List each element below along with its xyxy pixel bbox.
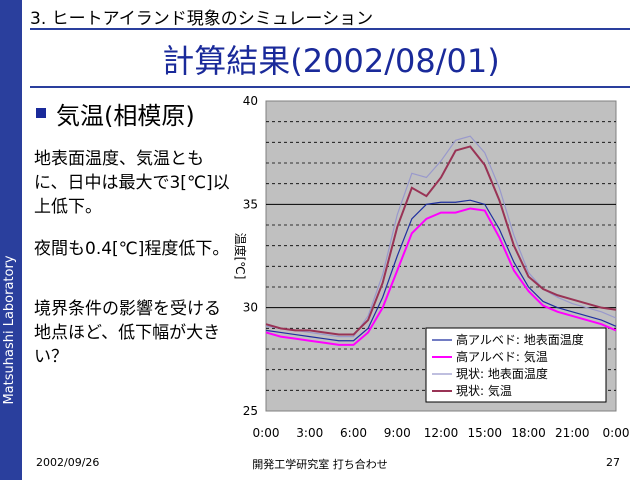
- x-tick-labels: 0:00 3:00 6:00 9:00 12:00 15:00 18:00 21:00 0:00: [253, 426, 630, 440]
- legend-label: 現状: 地表面温度: [456, 366, 548, 381]
- bullet-square-icon: [36, 108, 46, 118]
- legend-label: 高アルベド: 気温: [456, 349, 548, 364]
- legend-label: 現状: 気温: [456, 383, 512, 398]
- x-tick-label: 9:00: [384, 426, 411, 440]
- x-tick-label: 0:00: [603, 426, 630, 440]
- x-tick-label: 0:00: [253, 426, 280, 440]
- y-tick-labels: 25 30 35 40: [243, 94, 258, 418]
- series-line-4: [265, 145, 617, 336]
- legend-box: [425, 327, 607, 403]
- x-tick-label: 21:00: [555, 426, 590, 440]
- x-tick-label: 18:00: [511, 426, 546, 440]
- paragraph-3: 境界条件の影響を受ける地点ほど、低下幅が大きい？: [34, 299, 221, 367]
- y-tick-label: 40: [243, 94, 258, 108]
- x-tick-label: 3:00: [296, 426, 323, 440]
- x-tick-label: 12:00: [424, 426, 459, 440]
- title-divider: [30, 86, 630, 88]
- page-number: 27: [606, 456, 620, 469]
- y-axis-label: 温度[℃]: [233, 233, 248, 280]
- footer-date: 2002/09/26: [36, 456, 100, 469]
- x-tick-label: 6:00: [340, 426, 367, 440]
- header-divider: [30, 28, 630, 30]
- series-line-1: [265, 199, 617, 342]
- paragraph-2: 夜間も0.4[℃]程度低下。: [34, 239, 230, 259]
- series-line-3: [265, 135, 617, 338]
- sidebar: Matsuhashi Laboratory: [0, 0, 22, 480]
- page-title: 計算結果(2002/08/01): [162, 42, 500, 80]
- bullet-title: 気温(相模原): [56, 102, 195, 130]
- y-tick-label: 25: [243, 404, 258, 418]
- y-tick-label: 35: [243, 197, 258, 211]
- series-line-2: [265, 207, 617, 346]
- footer-center-text: 開発工学研究室 打ち合わせ: [252, 458, 388, 471]
- y-tick-label: 30: [243, 301, 258, 315]
- section-heading: 3. ヒートアイランド現象のシミュレーション: [30, 9, 374, 29]
- x-tick-label: 15:00: [467, 426, 502, 440]
- paragraph-1: 地表面温度、気温ともに、日中は最大で3[℃]以上低下。: [34, 149, 230, 217]
- legend-label: 高アルベド: 地表面温度: [456, 332, 584, 347]
- series-lines: [265, 135, 617, 346]
